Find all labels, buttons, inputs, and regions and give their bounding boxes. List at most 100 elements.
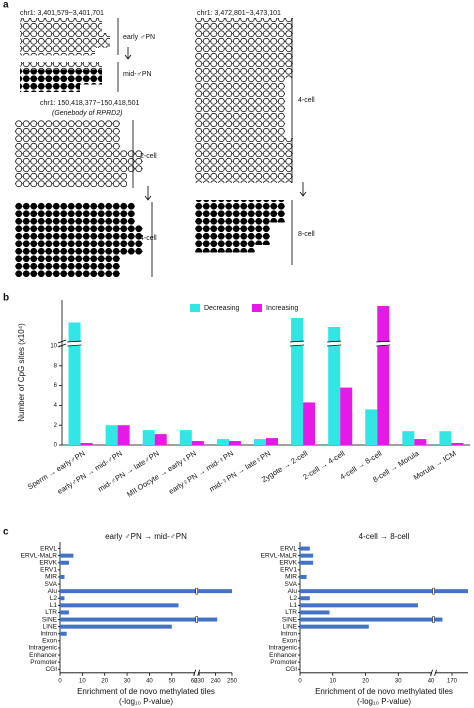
- x-tick-label: 20: [362, 678, 369, 684]
- break-gap: [67, 342, 82, 346]
- break-gap: [327, 342, 342, 346]
- bar: [60, 553, 74, 558]
- x-tick-label: mid-♀PN → late♀PN: [208, 449, 273, 494]
- bar: [291, 318, 304, 445]
- x-tick-label: MII Oocyte → early♀PN: [125, 449, 198, 499]
- break-line: [327, 340, 342, 347]
- locus: chr1: 150,418,377~150,418,501: [40, 100, 140, 107]
- panel-label: a: [3, 0, 9, 11]
- x-tick-label: mid-♂PN → late♂PN: [96, 449, 161, 494]
- y-tick-label: Enhancer: [29, 652, 58, 659]
- y-tick-label: Exon: [42, 638, 57, 645]
- x-tick-label: 30: [395, 678, 402, 684]
- panel-label: b: [3, 293, 9, 304]
- chart-title: early ♂PN → mid-♂PN: [105, 532, 187, 541]
- y-tick-label: Intron: [40, 630, 57, 637]
- bar: [300, 624, 369, 629]
- x-tick-label: 40: [428, 678, 435, 684]
- y-tick-label: Promoter: [30, 659, 58, 666]
- bar: [300, 546, 310, 551]
- y-tick-label: MIR: [45, 574, 57, 581]
- x-tick-label: 10: [79, 678, 86, 684]
- bar: [60, 624, 172, 629]
- bar: [266, 438, 278, 445]
- bar: [300, 610, 330, 615]
- locus: chr1: 3,472,801~3,473,101: [197, 10, 281, 17]
- bar: [439, 431, 452, 445]
- stage-label: 8-cell: [298, 231, 315, 238]
- legend-swatch: [190, 304, 200, 312]
- y-tick-label: SVA: [44, 581, 57, 588]
- break-mark: [195, 616, 198, 623]
- y-tick-label: ERVL: [280, 545, 297, 552]
- y-tick-label: Intragenic: [268, 645, 297, 652]
- x-tick-label: early♀PN → mid-♀PN: [167, 449, 235, 496]
- bar: [179, 430, 192, 445]
- y-tick-label: CGI: [45, 666, 57, 673]
- y-tick-label: ERV1: [40, 567, 57, 574]
- break-line: [67, 340, 82, 347]
- locus: chr1: 3,401,579~3,401,701: [20, 10, 104, 17]
- bar: [300, 617, 443, 622]
- bar: [60, 574, 65, 579]
- y-tick-label: SINE: [42, 616, 58, 623]
- axis-break: [57, 339, 67, 348]
- x-tick-label: 0: [298, 678, 302, 684]
- bar: [60, 589, 232, 594]
- bar: [254, 439, 266, 445]
- chart-title: 4-cell → 8-cell: [359, 532, 410, 541]
- bar: [154, 434, 167, 445]
- legend-label: Decreasing: [204, 305, 240, 312]
- y-tick-label: LTR: [285, 609, 297, 616]
- methylation-block: [20, 18, 110, 92]
- y-tick-label: ERVK: [279, 559, 297, 566]
- arrow: [124, 47, 132, 60]
- y-tick-label: MIR: [285, 574, 297, 581]
- y-tick-label: SVA: [284, 581, 297, 588]
- break-line: [290, 340, 305, 347]
- y-tick-label: ERVL-MaLR: [261, 552, 298, 559]
- axis-break-gap: [195, 669, 199, 676]
- bar: [60, 610, 69, 615]
- bar: [300, 574, 307, 579]
- x-tick-label: 50: [168, 678, 175, 684]
- stage-label: 2-cell: [140, 153, 157, 160]
- y-tick-label: LINE: [283, 623, 298, 630]
- methylation-block: [15, 120, 143, 277]
- y-tick-label: 2: [54, 423, 58, 429]
- x-tick-label: 170: [447, 678, 458, 684]
- bar: [300, 589, 468, 594]
- x-tick-label: 20: [101, 678, 108, 684]
- y-tick-label: ERVL-MaLR: [21, 552, 58, 559]
- bar: [80, 443, 93, 445]
- bar: [142, 430, 155, 445]
- bar: [60, 631, 67, 636]
- bar: [414, 439, 427, 445]
- methylation-block: [195, 18, 293, 253]
- x-tick-label: 10: [329, 678, 336, 684]
- y-tick-label: L1: [290, 602, 298, 609]
- stage-label: early ♂PN: [123, 34, 155, 41]
- legend-label: Increasing: [266, 305, 298, 312]
- bar: [60, 596, 65, 601]
- bar: [451, 443, 464, 445]
- bar: [377, 306, 390, 445]
- bar: [340, 387, 353, 445]
- axis-break-gap: [432, 669, 436, 676]
- y-tick-label: L2: [50, 595, 58, 602]
- bar: [60, 603, 179, 608]
- break-mark: [195, 587, 198, 595]
- x-tick-label: 0: [58, 678, 62, 684]
- bar: [300, 560, 314, 565]
- x-axis-title: Enrichment of de novo methylated tiles: [315, 687, 453, 696]
- y-tick-label: LINE: [43, 623, 58, 630]
- x-axis-title: Enrichment of de novo methylated tiles: [77, 687, 215, 696]
- y-tick-label: SINE: [282, 616, 298, 623]
- break-mark: [432, 587, 435, 595]
- y-tick-label: L1: [50, 602, 58, 609]
- arrow: [299, 182, 307, 197]
- bar: [105, 425, 118, 445]
- y-tick-label: ERVL: [40, 545, 57, 552]
- bar: [303, 402, 316, 445]
